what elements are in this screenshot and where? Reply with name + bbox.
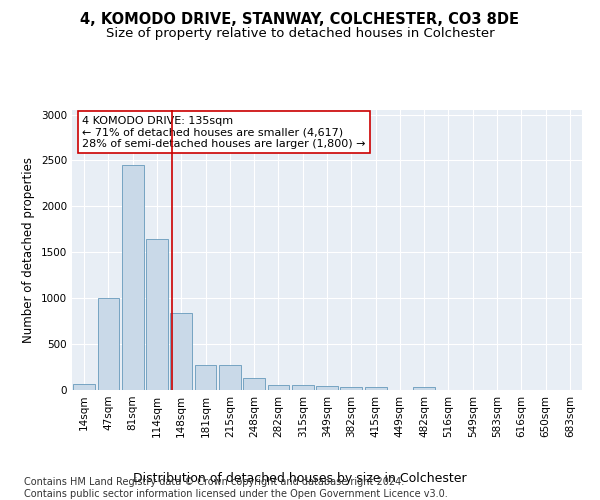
Text: Size of property relative to detached houses in Colchester: Size of property relative to detached ho… bbox=[106, 28, 494, 40]
Bar bbox=[268, 385, 289, 390]
Text: Contains HM Land Registry data © Crown copyright and database right 2024.
Contai: Contains HM Land Registry data © Crown c… bbox=[24, 478, 448, 499]
Text: 4 KOMODO DRIVE: 135sqm
← 71% of detached houses are smaller (4,617)
28% of semi-: 4 KOMODO DRIVE: 135sqm ← 71% of detached… bbox=[82, 116, 366, 149]
Bar bbox=[243, 378, 265, 390]
Bar bbox=[316, 386, 338, 390]
Bar bbox=[219, 365, 241, 390]
Bar bbox=[73, 384, 95, 390]
Bar bbox=[194, 365, 217, 390]
Bar bbox=[170, 313, 192, 390]
Bar bbox=[365, 387, 386, 390]
Bar bbox=[340, 387, 362, 390]
Bar bbox=[97, 298, 119, 390]
Bar bbox=[292, 386, 314, 390]
Text: Distribution of detached houses by size in Colchester: Distribution of detached houses by size … bbox=[133, 472, 467, 485]
Bar bbox=[413, 387, 435, 390]
Text: 4, KOMODO DRIVE, STANWAY, COLCHESTER, CO3 8DE: 4, KOMODO DRIVE, STANWAY, COLCHESTER, CO… bbox=[80, 12, 520, 28]
Bar bbox=[122, 165, 143, 390]
Bar bbox=[146, 238, 168, 390]
Y-axis label: Number of detached properties: Number of detached properties bbox=[22, 157, 35, 343]
